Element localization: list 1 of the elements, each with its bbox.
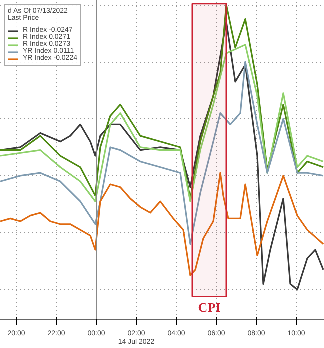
band-label: CPI xyxy=(198,300,221,316)
